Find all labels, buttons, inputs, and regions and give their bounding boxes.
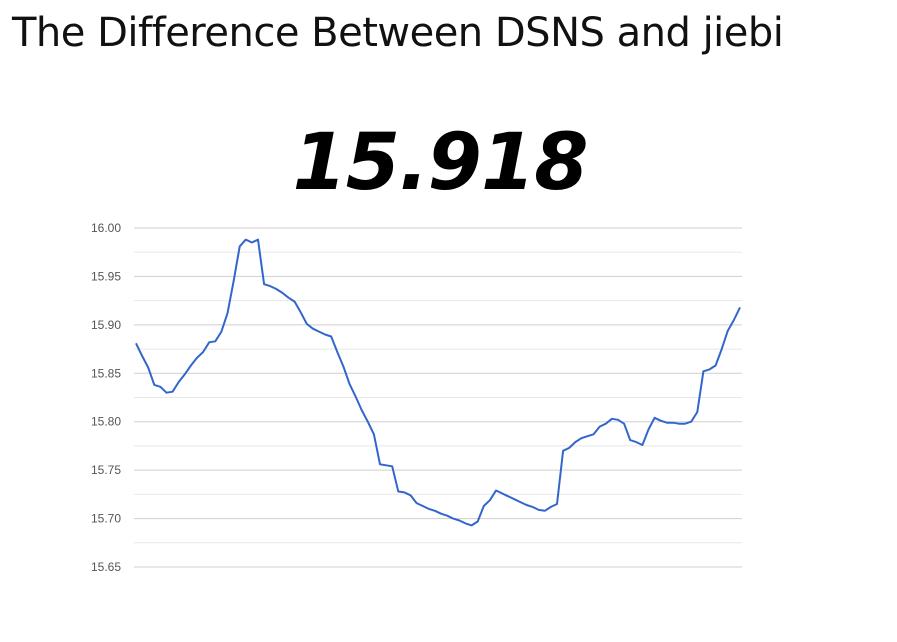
y-tick-label: 16.00 bbox=[91, 221, 121, 235]
y-tick-label: 15.90 bbox=[91, 318, 121, 332]
series-line bbox=[135, 238, 741, 527]
y-tick-label: 15.75 bbox=[91, 463, 121, 477]
chart-gridlines bbox=[134, 227, 742, 568]
current-value: 15.918 bbox=[292, 118, 589, 208]
y-tick-label: 15.70 bbox=[91, 512, 121, 526]
page-title: The Difference Between DSNS and jiebi bbox=[12, 10, 784, 56]
y-tick-label: 15.95 bbox=[91, 269, 121, 283]
y-tick-label: 15.65 bbox=[91, 560, 121, 574]
y-tick-label: 15.85 bbox=[91, 366, 121, 380]
y-tick-label: 15.80 bbox=[91, 415, 121, 429]
chart-series bbox=[135, 238, 741, 527]
chart-y-axis: 16.00 15.95 15.90 15.85 15.80 15.75 15.70 15.65 bbox=[91, 221, 121, 574]
